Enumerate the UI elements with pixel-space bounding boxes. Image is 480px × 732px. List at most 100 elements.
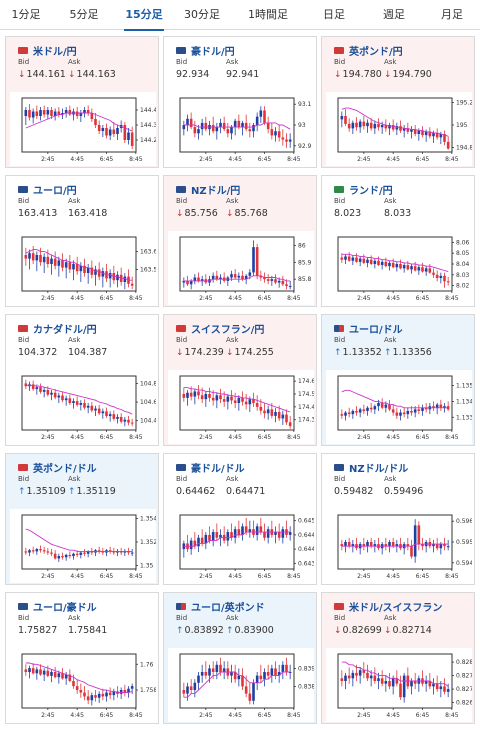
chart-svg: 86 85.9 85.8 2:45 4:45 6:45 8:45 xyxy=(179,236,312,302)
candle-body xyxy=(116,416,119,419)
pair-name: ユーロ/豪ドル xyxy=(33,602,97,614)
candle-body xyxy=(193,127,197,134)
moving-average-line xyxy=(25,384,133,415)
candle-body xyxy=(233,120,237,128)
ask-label: Ask xyxy=(384,58,397,66)
rate-card[interactable]: 米ドル/スイスフラン Bid Ask ↓0.82699 ↓0.82714 0.828 0.8… xyxy=(321,592,475,724)
candle-body xyxy=(428,268,432,273)
tab-1[interactable]: 5分足 xyxy=(69,8,99,21)
candle-body xyxy=(193,540,197,547)
candle-body xyxy=(439,134,443,138)
y-tick-label: 0.6445 xyxy=(298,532,314,539)
tab-0[interactable]: 1分足 xyxy=(11,8,41,21)
candle-body xyxy=(42,256,46,263)
rate-card[interactable]: カナダドル/円 Bid Ask 104.372 104.387 104.8 104.6 104… xyxy=(5,314,159,446)
card-header: 米ドル/スイスフラン xyxy=(334,599,442,614)
rate-card[interactable]: 豪ドル/円 Bid Ask 92.934 92.941 93.1 93 92.9 2:45 4:4… xyxy=(163,36,317,168)
x-tick-label: 2:45 xyxy=(357,156,371,163)
rate-card[interactable]: 英ポンド/ドル Bid Ask ↑1.35109 ↑1.35119 1.354 1.352 1… xyxy=(5,453,159,585)
candle-body xyxy=(432,132,435,137)
candle-body xyxy=(399,264,402,269)
tab-3[interactable]: 30分足 xyxy=(184,8,220,21)
candle-body xyxy=(108,414,112,417)
x-tick-label: 2:45 xyxy=(41,434,55,441)
price-chart: 1.76 1.758 2:45 4:45 6:45 8:45 xyxy=(10,648,156,722)
bid-price: ↓174.239 xyxy=(176,347,224,358)
candle-body xyxy=(127,132,130,140)
bid-price: 0.59482 xyxy=(334,486,373,497)
y-tick-label: 1.354 xyxy=(140,516,156,523)
rate-card[interactable]: NZドル/円 Bid Ask ↓85.756 ↓85.768 86 85.9 85.8 2:45… xyxy=(163,175,317,307)
candle-body xyxy=(399,126,402,131)
candle-body xyxy=(340,414,344,416)
tab-6[interactable]: 週足 xyxy=(383,8,405,21)
candle-body xyxy=(443,275,446,282)
card-header: 英ポンド/ドル xyxy=(18,460,97,475)
tab-2[interactable]: 15分足 xyxy=(116,0,172,31)
candle-body xyxy=(391,542,395,547)
candle-body xyxy=(281,414,285,419)
candle-body xyxy=(281,529,285,538)
bid-value: 194.780 xyxy=(342,69,382,80)
candle-body xyxy=(197,277,200,281)
x-tick-label: 8:45 xyxy=(129,712,143,719)
candle-body xyxy=(340,678,344,681)
candle-body xyxy=(285,139,288,142)
candle-body xyxy=(211,125,215,132)
candle-body xyxy=(97,269,101,277)
candle-body xyxy=(112,129,116,134)
candle-body xyxy=(358,258,362,262)
rate-card[interactable]: 豪ドル/ドルBidAsk0.644620.644710.6450.64450.6… xyxy=(163,453,317,585)
rate-card[interactable]: ユーロ/豪ドル Bid Ask 1.75827 1.75841 1.76 1.758 2:45… xyxy=(5,592,159,724)
rate-card[interactable]: 英ポンド/円 Bid Ask ↓194.780 ↓194.790 195.2 195 194.… xyxy=(321,36,475,168)
tab-5[interactable]: 日足 xyxy=(323,8,345,21)
candle-body xyxy=(94,119,97,125)
candle-body xyxy=(402,265,406,269)
y-tick-label: 0.596 xyxy=(456,518,472,525)
x-tick-label: 4:45 xyxy=(70,295,84,302)
tab-7[interactable]: 月足 xyxy=(441,8,463,21)
y-tick-label: 0.8275 xyxy=(456,673,472,680)
y-tick-label: 144.2 xyxy=(140,137,156,144)
ask-price: ↓194.790 xyxy=(384,69,432,80)
candle-body xyxy=(252,399,255,403)
rate-card[interactable]: スイスフラン/円 Bid Ask ↓174.239 ↓174.255 174.6 174.5… xyxy=(163,314,317,446)
tab-4[interactable]: 1時間足 xyxy=(248,8,288,21)
y-tick-label: 85.8 xyxy=(298,276,312,283)
x-tick-label: 6:45 xyxy=(100,295,114,302)
x-tick-label: 2:45 xyxy=(199,156,213,163)
chart-svg: 1.354 1.352 1.35 2:45 4:45 6:45 8:45 xyxy=(21,514,156,580)
bid-price: 8.023 xyxy=(334,208,361,219)
candle-body xyxy=(215,395,219,401)
candle-body xyxy=(75,553,79,555)
candle-body xyxy=(347,542,351,547)
x-tick-label: 4:45 xyxy=(70,156,84,163)
rate-card[interactable]: ユーロ/英ポンドBidAsk↑0.83892↑0.839000.8390.838… xyxy=(163,592,317,724)
price-chart: 0.645 0.6445 0.644 0.6435 2:45 4:45 6:45 8:45 xyxy=(168,509,314,583)
candle-body xyxy=(362,544,366,547)
candle-body xyxy=(222,399,226,402)
rate-card[interactable]: 米ドル/円 Bid Ask ↓144.161 ↓144.163 144.4 144.3 144… xyxy=(5,36,159,168)
chart-svg: 104.8 104.6 104.4 2:45 4:45 6:45 8:45 xyxy=(21,375,156,441)
candle-body xyxy=(406,544,410,547)
rate-card[interactable]: ユーロ/ドル Bid Ask ↑1.13352 ↑1.13356 1.135 1.134 1.… xyxy=(321,314,475,446)
candle-body xyxy=(86,405,90,408)
card-header: 豪ドル/ドル xyxy=(176,460,245,475)
candle-body xyxy=(270,409,274,416)
candle-body xyxy=(28,110,31,118)
y-tick-label: 1.35 xyxy=(140,562,154,569)
rate-card[interactable]: ランド/円 Bid Ask 8.023 8.033 8.06 8.05 8.04 8.03 8.0… xyxy=(321,175,475,307)
candle-body xyxy=(46,551,50,553)
bid-label: Bid xyxy=(176,475,188,483)
x-tick-label: 6:45 xyxy=(258,295,272,302)
candle-body xyxy=(406,265,410,270)
candle-body xyxy=(237,675,241,680)
candle-body xyxy=(24,669,28,672)
rate-card[interactable]: ユーロ/円 Bid Ask 163.413 163.418 163.6 163.5 2:45 4… xyxy=(5,175,159,307)
bid-value: 1.35109 xyxy=(26,486,66,497)
candle-body xyxy=(362,121,366,127)
candle-body xyxy=(61,260,64,268)
rate-card[interactable]: NZドル/ドル Bid Ask 0.59482 0.59496 0.596 0.595 0.5… xyxy=(321,453,475,585)
candle-body xyxy=(42,389,46,392)
candle-body xyxy=(72,681,75,687)
